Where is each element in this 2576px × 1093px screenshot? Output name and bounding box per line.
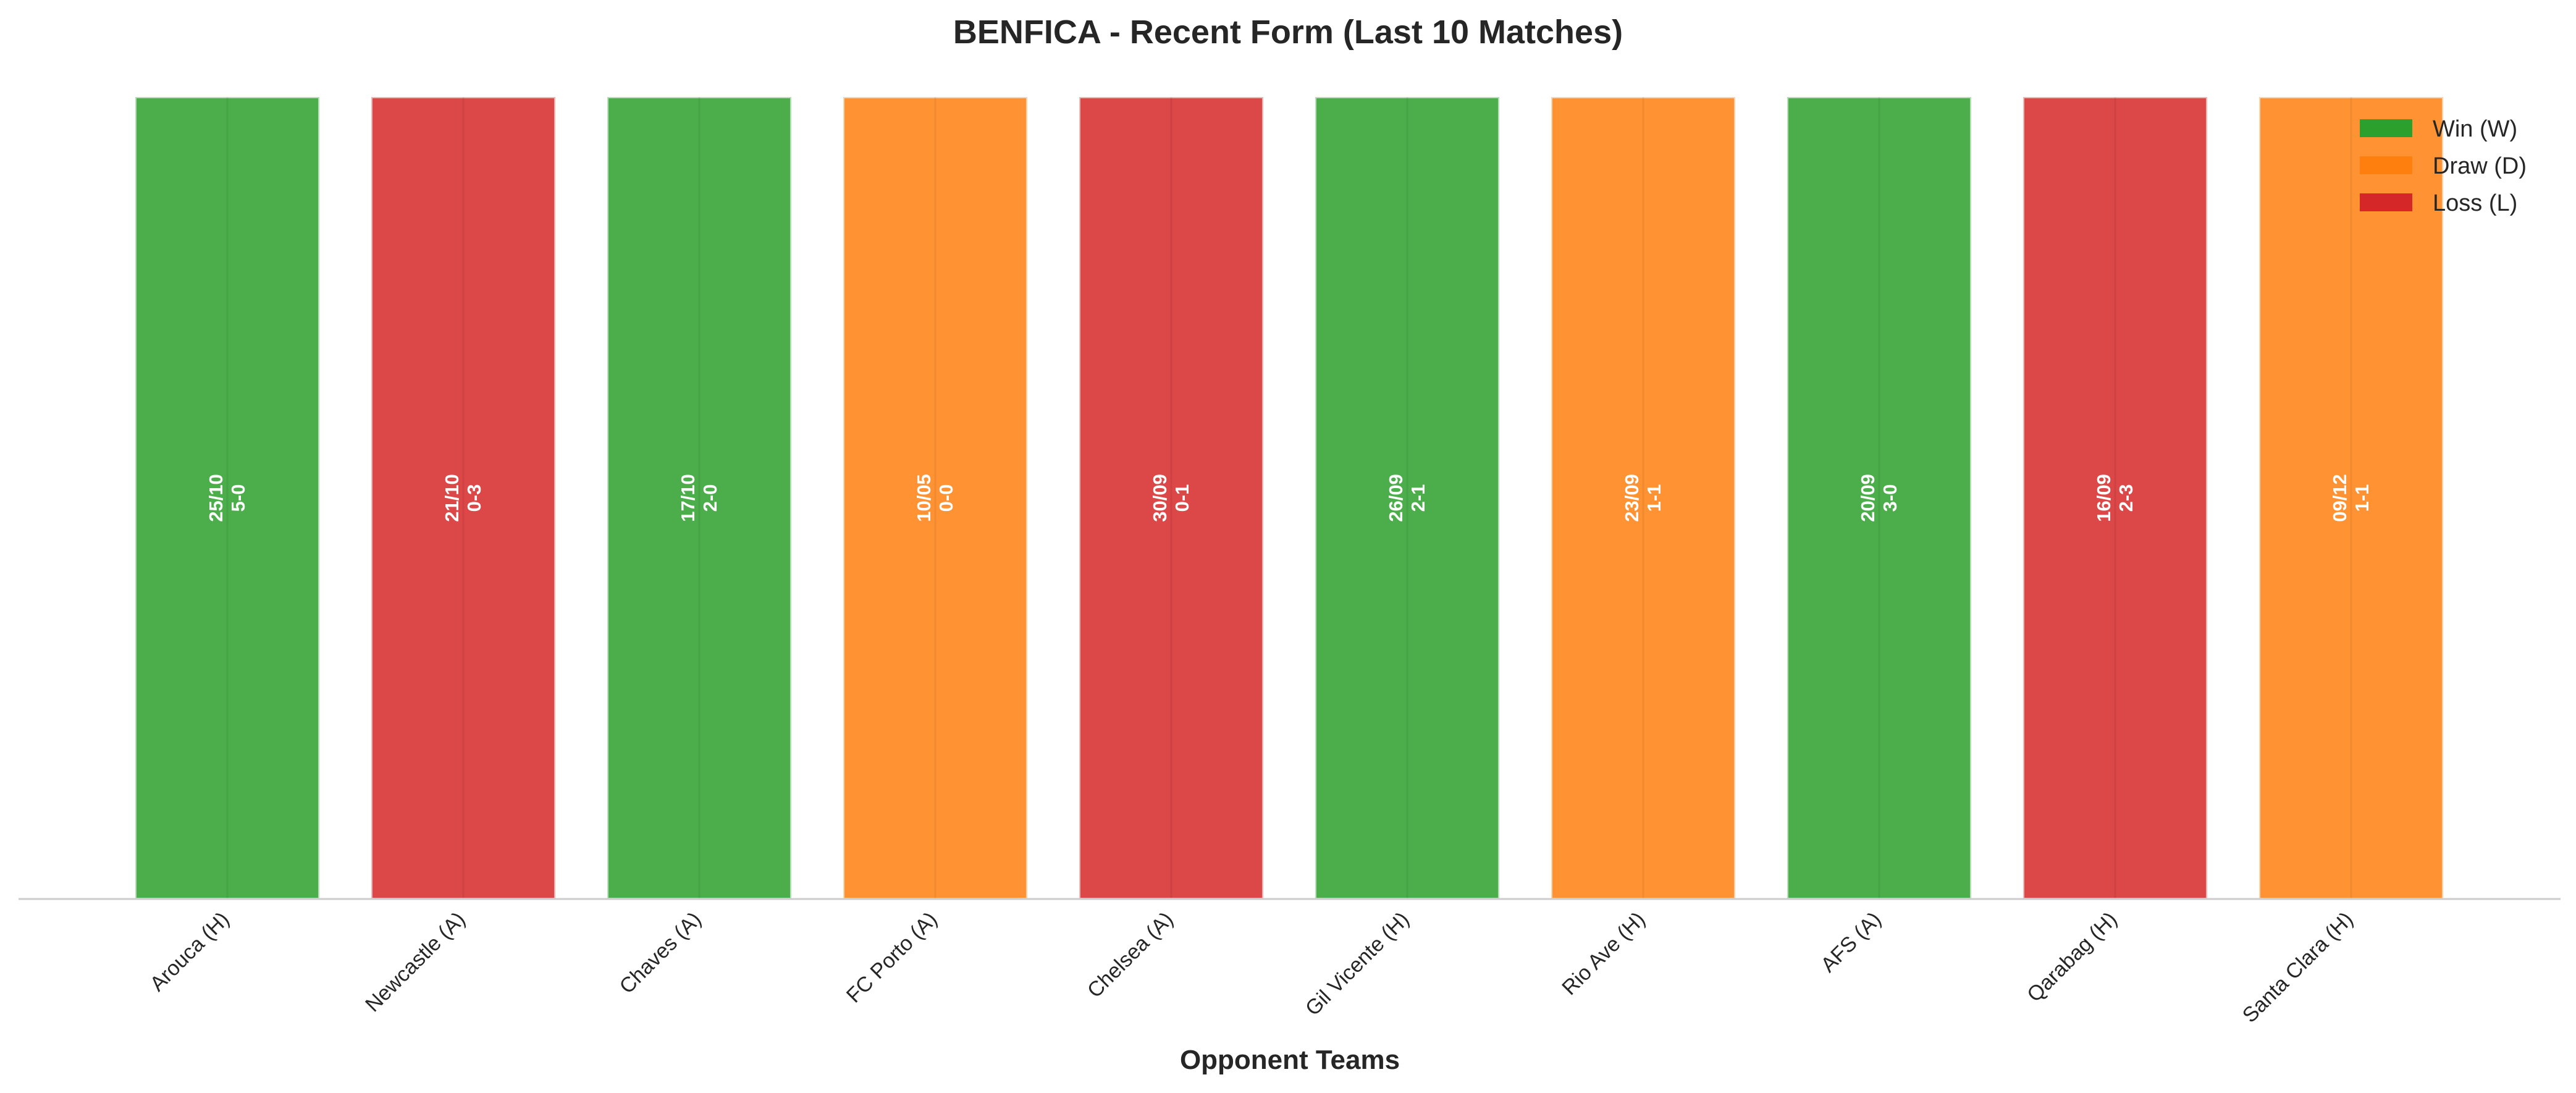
bar-5 — [1078, 96, 1265, 900]
x-tick-label: Gil Vicente (H) — [1301, 908, 1414, 1021]
match-date: 10/05 — [913, 474, 935, 522]
bars-layer: 25/105-0 21/100-3 17/102-0 10/050-0 30/090-1… — [134, 96, 2444, 900]
bar-label-3: 17/102-0 — [677, 474, 721, 522]
bar-label-1: 25/105-0 — [205, 474, 249, 522]
match-date: 21/10 — [441, 474, 463, 522]
bar-label-8: 20/093-0 — [1857, 474, 1901, 522]
bar-10 — [2258, 96, 2444, 900]
match-date: 26/09 — [1385, 474, 1407, 522]
match-score: 2-3 — [2115, 484, 2137, 512]
x-tick-label: Newcastle (A) — [361, 908, 470, 1017]
match-score: 1-1 — [1643, 484, 1665, 512]
bar-4 — [842, 96, 1029, 900]
legend-swatch-d — [2360, 156, 2412, 174]
bar-label-4: 10/050-0 — [913, 474, 957, 522]
x-tick-label: AFS (A) — [1816, 908, 1885, 977]
match-score: 0-0 — [935, 484, 957, 512]
x-tick-label: FC Porto (A) — [842, 908, 942, 1008]
bar-label-6: 26/092-1 — [1385, 474, 1429, 522]
match-date: 23/09 — [1621, 474, 1643, 522]
x-tick-label: Arouca (H) — [146, 908, 234, 996]
match-score: 5-0 — [227, 484, 249, 512]
bar-3 — [606, 96, 793, 900]
match-date: 30/09 — [1149, 474, 1171, 522]
x-tick-label: Rio Ave (H) — [1557, 908, 1649, 1000]
x-tick-label: Qarabag (H) — [2022, 908, 2121, 1006]
legend-swatch-w — [2360, 119, 2412, 137]
x-tick-label: Chaves (A) — [615, 908, 706, 998]
match-score: 3-0 — [1879, 484, 1901, 512]
x-tick-label: Santa Clara (H) — [2238, 908, 2358, 1028]
bar-2 — [370, 96, 557, 900]
bar-1 — [134, 96, 321, 900]
bar-label-7: 23/091-1 — [1621, 474, 1665, 522]
legend-label-w: Win (W) — [2433, 116, 2517, 142]
x-axis-title: Opponent Teams — [1180, 1045, 1400, 1075]
bar-6 — [1314, 96, 1501, 900]
chart-title: BENFICA - Recent Form (Last 10 Matches) — [953, 14, 1623, 51]
legend-swatch-l — [2360, 193, 2412, 211]
match-date: 17/10 — [677, 474, 699, 522]
x-tick-label: Chelsea (A) — [1083, 908, 1178, 1003]
legend-label-l: Loss (L) — [2433, 190, 2517, 216]
match-score: 0-1 — [1171, 484, 1193, 512]
match-score: 1-1 — [2351, 484, 2373, 512]
match-date: 16/09 — [2093, 474, 2115, 522]
match-score: 2-0 — [699, 484, 721, 512]
bar-label-5: 30/090-1 — [1149, 474, 1193, 522]
match-date: 20/09 — [1857, 474, 1879, 522]
match-score: 2-1 — [1407, 484, 1429, 512]
bar-label-2: 21/100-3 — [441, 474, 485, 522]
bar-label-9: 16/092-3 — [2093, 474, 2137, 522]
match-score: 0-3 — [463, 484, 485, 512]
match-date: 25/10 — [205, 474, 227, 522]
bar-label-10: 09/121-1 — [2329, 474, 2373, 522]
bar-7 — [1550, 96, 1736, 900]
legend-label-d: Draw (D) — [2433, 153, 2527, 179]
match-date: 09/12 — [2329, 474, 2351, 522]
x-tick-labels: Arouca (H) Newcastle (A) Chaves (A) FC Port… — [146, 908, 2358, 1028]
legend: Win (W) Draw (D) Loss (L) — [2360, 116, 2527, 216]
